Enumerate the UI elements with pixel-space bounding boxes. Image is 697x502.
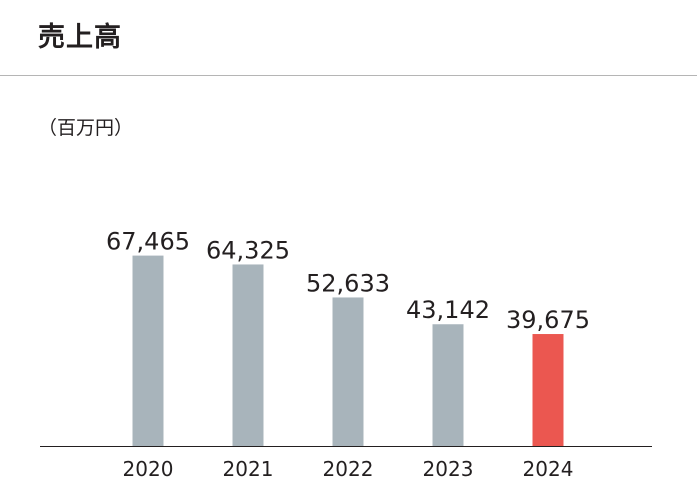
unit-label: （百万円）: [38, 117, 134, 139]
page-title: 売上高: [38, 22, 122, 53]
x-tick-label-2022: 2022: [323, 457, 374, 481]
bar-2020: [132, 255, 164, 446]
x-tick-label-2021: 2021: [223, 457, 274, 481]
bar-2022: [332, 297, 364, 446]
value-label-2023: 43,142: [406, 296, 490, 324]
value-label-2024: 39,675: [506, 306, 590, 334]
bar-2024: [532, 334, 564, 446]
x-tick-label-2020: 2020: [123, 457, 174, 481]
value-labels-group: 67,465 64,325 52,633 43,142 39,675: [106, 228, 590, 334]
bar-2021: [232, 264, 264, 446]
value-label-2021: 64,325: [206, 236, 290, 264]
value-label-2022: 52,633: [306, 269, 390, 297]
bars-group: [132, 255, 564, 446]
x-tick-label-2024: 2024: [523, 457, 574, 481]
value-label-2020: 67,465: [106, 228, 190, 256]
x-tick-labels-group: 2020 2021 2022 2023 2024: [123, 457, 574, 481]
title-divider: [0, 75, 697, 76]
bar-2023: [432, 324, 464, 446]
x-tick-label-2023: 2023: [423, 457, 474, 481]
